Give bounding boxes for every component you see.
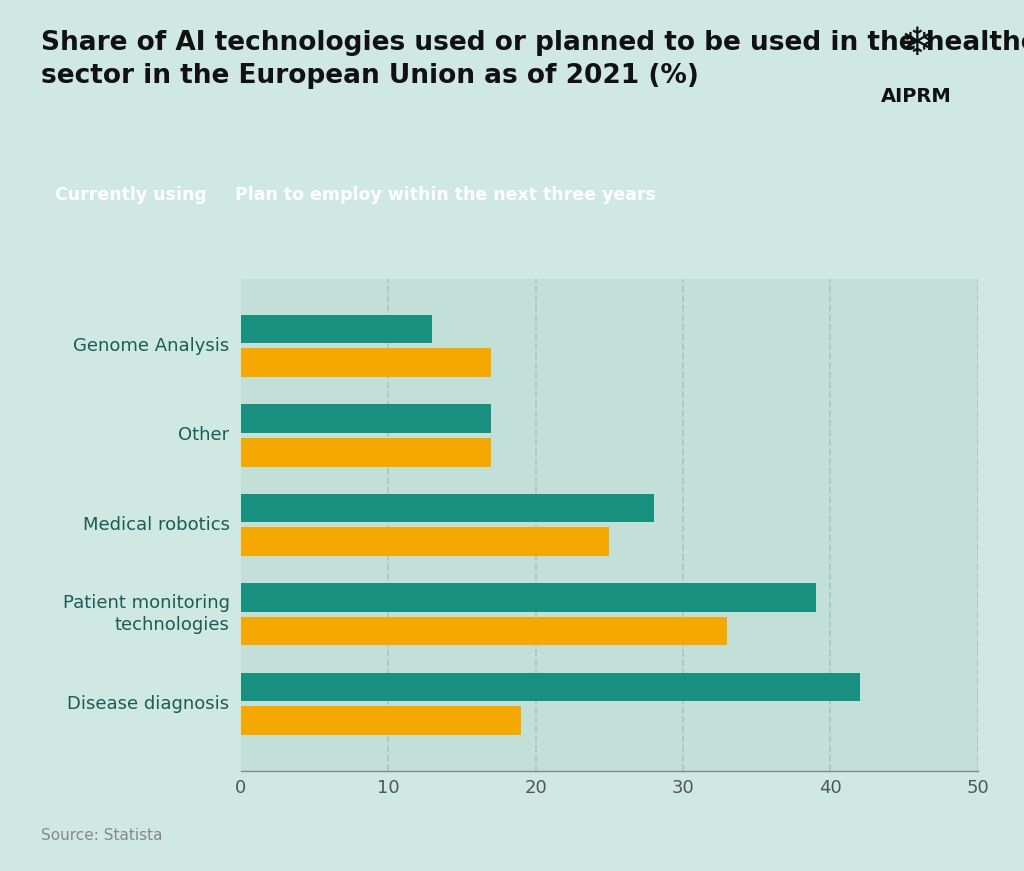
Bar — [241, 348, 492, 377]
Bar — [241, 404, 492, 433]
Bar — [241, 672, 860, 701]
Bar — [241, 583, 816, 611]
Text: Currently using: Currently using — [54, 186, 207, 204]
Text: Source: Statista: Source: Statista — [41, 828, 163, 843]
Text: Share of AI technologies used or planned to be used in the healthcare
sector in : Share of AI technologies used or planned… — [41, 30, 1024, 90]
Text: AIPRM: AIPRM — [881, 87, 952, 106]
Bar — [241, 617, 727, 645]
Text: ❄: ❄ — [900, 24, 933, 63]
Bar — [241, 438, 492, 467]
Bar — [241, 527, 609, 556]
Bar — [241, 494, 653, 523]
Text: Plan to employ within the next three years: Plan to employ within the next three yea… — [236, 186, 656, 204]
Bar — [241, 314, 432, 343]
Bar — [241, 706, 521, 735]
